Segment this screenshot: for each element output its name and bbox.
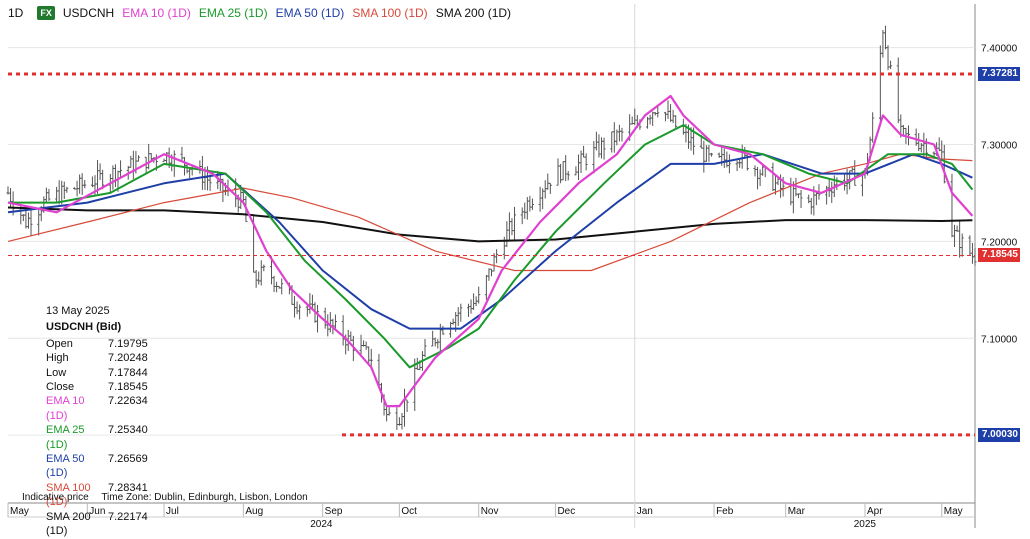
year-label: 2024	[310, 519, 333, 530]
ema25-line	[8, 124, 974, 369]
legend-sma200[interactable]: SMA 200 (1D)	[435, 6, 512, 20]
info-row-ema25: EMA 25 (1D) 7.25340	[46, 423, 148, 452]
info-row-close: Close 7.18545	[46, 380, 148, 394]
timezone-note: Time Zone: Dublin, Edinburgh, Lisbon, Lo…	[101, 492, 308, 503]
x-tick-label: Jun	[89, 506, 105, 517]
x-tick-label: Jul	[166, 506, 179, 517]
info-value: 7.18545	[108, 381, 148, 394]
legend-sma100[interactable]: SMA 100 (1D)	[352, 6, 428, 20]
info-value: 7.22634	[108, 395, 148, 408]
info-label: EMA 10 (1D)	[46, 395, 85, 422]
indicative-price-note: Indicative price	[22, 492, 89, 503]
y-tick-label: 7.20000	[981, 237, 1018, 248]
fx-badge-icon: FX	[37, 6, 55, 20]
x-tick-label: Aug	[245, 506, 263, 517]
x-tick-label: Jan	[637, 506, 653, 517]
info-row-ema10: EMA 10 (1D) 7.22634	[46, 394, 148, 423]
info-row-ema50: EMA 50 (1D) 7.26569	[46, 452, 148, 481]
price-tag-lower: 7.00030	[978, 427, 1020, 442]
x-tick-label: Mar	[788, 506, 806, 517]
ohlc-info-panel: 13 May 2025 USDCNH (Bid) Open 7.19795 Hig…	[46, 304, 148, 539]
price-tag-current: 7.18545	[978, 248, 1020, 263]
info-date: 13 May 2025	[46, 305, 110, 317]
info-value: 7.19795	[108, 337, 148, 350]
price-tag-upper: 7.37281	[978, 66, 1020, 81]
interval-label[interactable]: 1D	[8, 6, 24, 20]
info-value: 7.17844	[108, 366, 148, 379]
info-label: Low	[46, 366, 67, 379]
symbol-label[interactable]: USDCNH	[62, 6, 115, 20]
info-title: USDCNH (Bid)	[46, 321, 122, 334]
year-label: 2025	[854, 519, 877, 530]
info-value: 7.28341	[108, 481, 148, 494]
y-tick-label: 7.30000	[981, 140, 1018, 151]
info-value: 7.20248	[108, 352, 148, 365]
chart-legend: 1D FX USDCNH EMA 10 (1D) EMA 25 (1D) EMA…	[8, 4, 519, 22]
x-tick-label: Dec	[557, 506, 575, 517]
sma100-line	[7, 153, 973, 272]
x-tick-label: Nov	[481, 506, 499, 517]
info-label: Close	[46, 381, 75, 394]
legend-ema25[interactable]: EMA 25 (1D)	[198, 6, 268, 20]
info-label: SMA 100 (1D)	[46, 481, 91, 509]
legend-ema50[interactable]: EMA 50 (1D)	[275, 6, 345, 20]
x-tick-label: Oct	[401, 506, 417, 517]
x-tick-label: Sep	[325, 506, 343, 517]
info-label: EMA 25 (1D)	[46, 424, 85, 451]
x-tick-label: May	[10, 506, 29, 517]
x-tick-label: Feb	[716, 506, 734, 517]
legend-ema10[interactable]: EMA 10 (1D)	[122, 6, 191, 20]
info-label: EMA 50 (1D)	[46, 453, 85, 480]
sma200-line	[7, 206, 973, 243]
info-label: High	[46, 352, 69, 365]
chart-footnote: Indicative price Time Zone: Dublin, Edin…	[22, 492, 318, 503]
info-row-high: High 7.20248	[46, 351, 148, 365]
info-value: 7.22174	[108, 510, 148, 523]
x-tick-label: May	[944, 506, 963, 517]
info-value: 7.26569	[108, 453, 148, 466]
info-row-open: Open 7.19795	[46, 337, 148, 351]
y-tick-label: 7.40000	[981, 44, 1018, 55]
info-row-sma100: SMA 100 (1D) 7.28341	[46, 481, 148, 510]
info-row-sma200: SMA 200 (1D) 7.22174	[46, 510, 148, 539]
y-tick-label: 7.10000	[981, 334, 1018, 345]
info-value: 7.25340	[108, 424, 148, 437]
info-row-low: Low 7.17844	[46, 366, 148, 380]
x-tick-label: Apr	[867, 506, 883, 517]
info-label: SMA 200 (1D)	[46, 510, 91, 538]
info-label: Open	[46, 337, 73, 350]
ema10-line	[7, 94, 974, 408]
